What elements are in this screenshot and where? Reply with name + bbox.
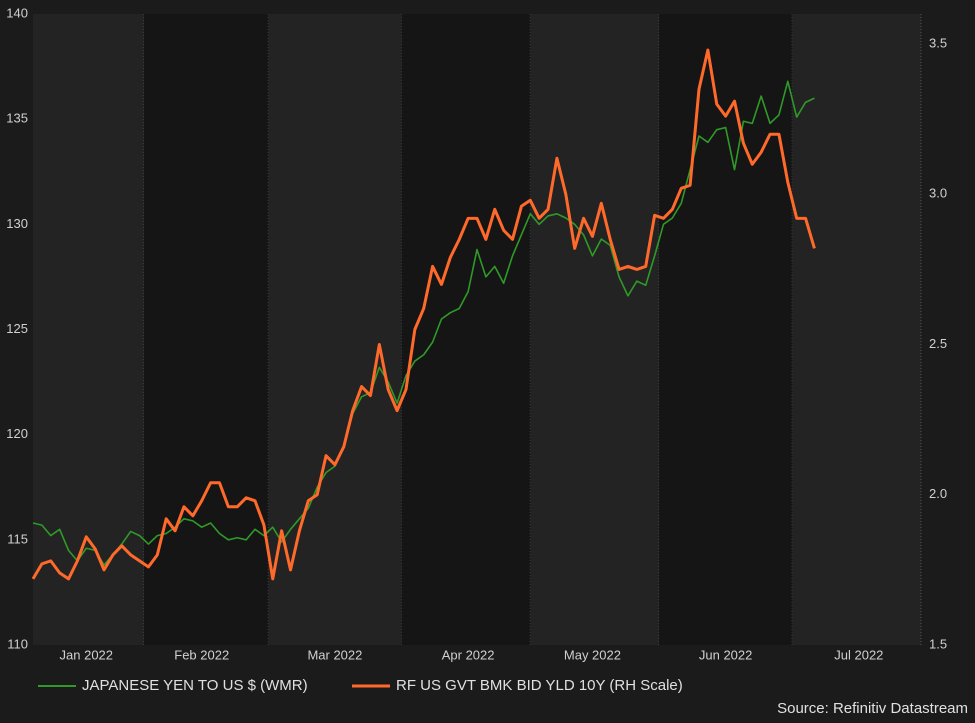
y-tick-label: 120 [6,426,28,441]
month-band [530,14,660,645]
y-tick-label: 115 [7,531,28,546]
x-tick-label: Mar 2022 [307,647,362,662]
legend-label: RF US GVT BMK BID YLD 10Y (RH Scale) [396,677,683,694]
x-tick-label: Jul 2022 [834,647,883,662]
y2-tick-label: 2.5 [929,336,947,351]
source: Source: Refinitiv Datastream [777,700,968,717]
y-tick-label: 130 [6,216,28,231]
y2-tick-label: 3.5 [929,35,947,50]
month-band [144,14,269,645]
month-bands [33,14,922,645]
month-band [792,14,921,645]
y-tick-label: 125 [6,321,28,336]
x-tick-label: Jan 2022 [60,647,114,662]
y-tick-label: 135 [6,111,28,126]
x-tick-label: Jun 2022 [699,647,753,662]
month-band [659,14,793,645]
month-band [401,14,531,645]
x-tick-label: May 2022 [564,647,621,662]
y-tick-label: 110 [7,636,28,651]
y2-tick-label: 1.5 [929,636,947,651]
month-band [268,14,402,645]
x-tick-label: Feb 2022 [174,647,229,662]
legend-label: JAPANESE YEN TO US $ (WMR) [82,677,308,694]
y-tick-label: 140 [6,5,28,20]
series-line [31,48,816,581]
y2-tick-label: 3.0 [929,186,947,201]
y2-tick-label: 2.0 [929,486,947,501]
plot [31,48,816,581]
x-tick-label: Apr 2022 [442,647,495,662]
